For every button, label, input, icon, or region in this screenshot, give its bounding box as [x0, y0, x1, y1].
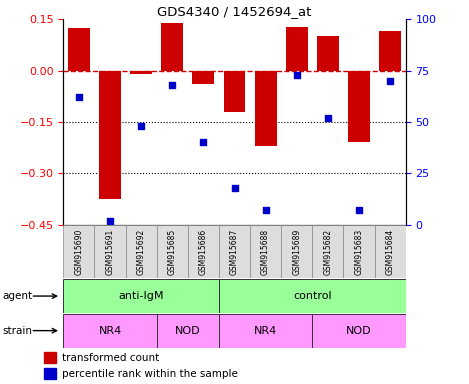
Text: GSM915692: GSM915692	[136, 229, 146, 275]
Text: GSM915684: GSM915684	[386, 229, 394, 275]
Point	[324, 115, 332, 121]
Bar	[94, 225, 126, 278]
Bar	[157, 225, 188, 278]
Text: GSM915688: GSM915688	[261, 229, 270, 275]
Bar	[317, 36, 339, 71]
Text: control: control	[293, 291, 332, 301]
Text: NR4: NR4	[254, 326, 277, 336]
Text: anti-IgM: anti-IgM	[118, 291, 164, 301]
Text: transformed count: transformed count	[62, 353, 159, 363]
Point	[75, 94, 83, 100]
Bar	[224, 71, 245, 112]
Point	[106, 217, 114, 223]
Point	[355, 207, 363, 214]
Bar	[281, 225, 312, 278]
Bar	[219, 314, 312, 348]
Text: GSM915687: GSM915687	[230, 229, 239, 275]
Point	[137, 123, 145, 129]
Text: GSM915689: GSM915689	[292, 229, 301, 275]
Text: NOD: NOD	[175, 326, 201, 336]
Bar	[99, 71, 121, 199]
Bar	[126, 225, 157, 278]
Bar	[219, 279, 406, 313]
Bar	[312, 314, 406, 348]
Bar	[348, 71, 370, 142]
Bar	[63, 225, 94, 278]
Point	[293, 71, 301, 78]
Bar	[219, 225, 250, 278]
Bar	[44, 367, 56, 379]
Bar	[192, 71, 214, 84]
Bar	[63, 314, 157, 348]
Bar	[63, 279, 219, 313]
Bar	[157, 314, 219, 348]
Text: GSM915686: GSM915686	[199, 229, 208, 275]
Bar	[68, 28, 90, 71]
Bar	[343, 225, 375, 278]
Text: GSM915682: GSM915682	[323, 229, 333, 275]
Bar	[375, 225, 406, 278]
Bar	[188, 225, 219, 278]
Text: NR4: NR4	[98, 326, 121, 336]
Bar	[130, 71, 152, 74]
Bar	[379, 31, 401, 71]
Bar	[44, 352, 56, 364]
Text: percentile rank within the sample: percentile rank within the sample	[62, 369, 238, 379]
Text: NOD: NOD	[346, 326, 372, 336]
Point	[168, 82, 176, 88]
Text: agent: agent	[2, 291, 32, 301]
Text: GSM915690: GSM915690	[75, 229, 83, 275]
Point	[231, 185, 238, 191]
Text: GSM915691: GSM915691	[106, 229, 114, 275]
Bar	[161, 23, 183, 71]
Point	[262, 207, 269, 214]
Text: GSM915683: GSM915683	[355, 229, 363, 275]
Title: GDS4340 / 1452694_at: GDS4340 / 1452694_at	[157, 5, 312, 18]
Bar	[286, 27, 308, 71]
Bar	[312, 225, 343, 278]
Bar	[250, 225, 281, 278]
Text: GSM915685: GSM915685	[168, 229, 177, 275]
Point	[386, 78, 394, 84]
Text: strain: strain	[2, 326, 32, 336]
Point	[200, 139, 207, 146]
Bar	[255, 71, 277, 146]
